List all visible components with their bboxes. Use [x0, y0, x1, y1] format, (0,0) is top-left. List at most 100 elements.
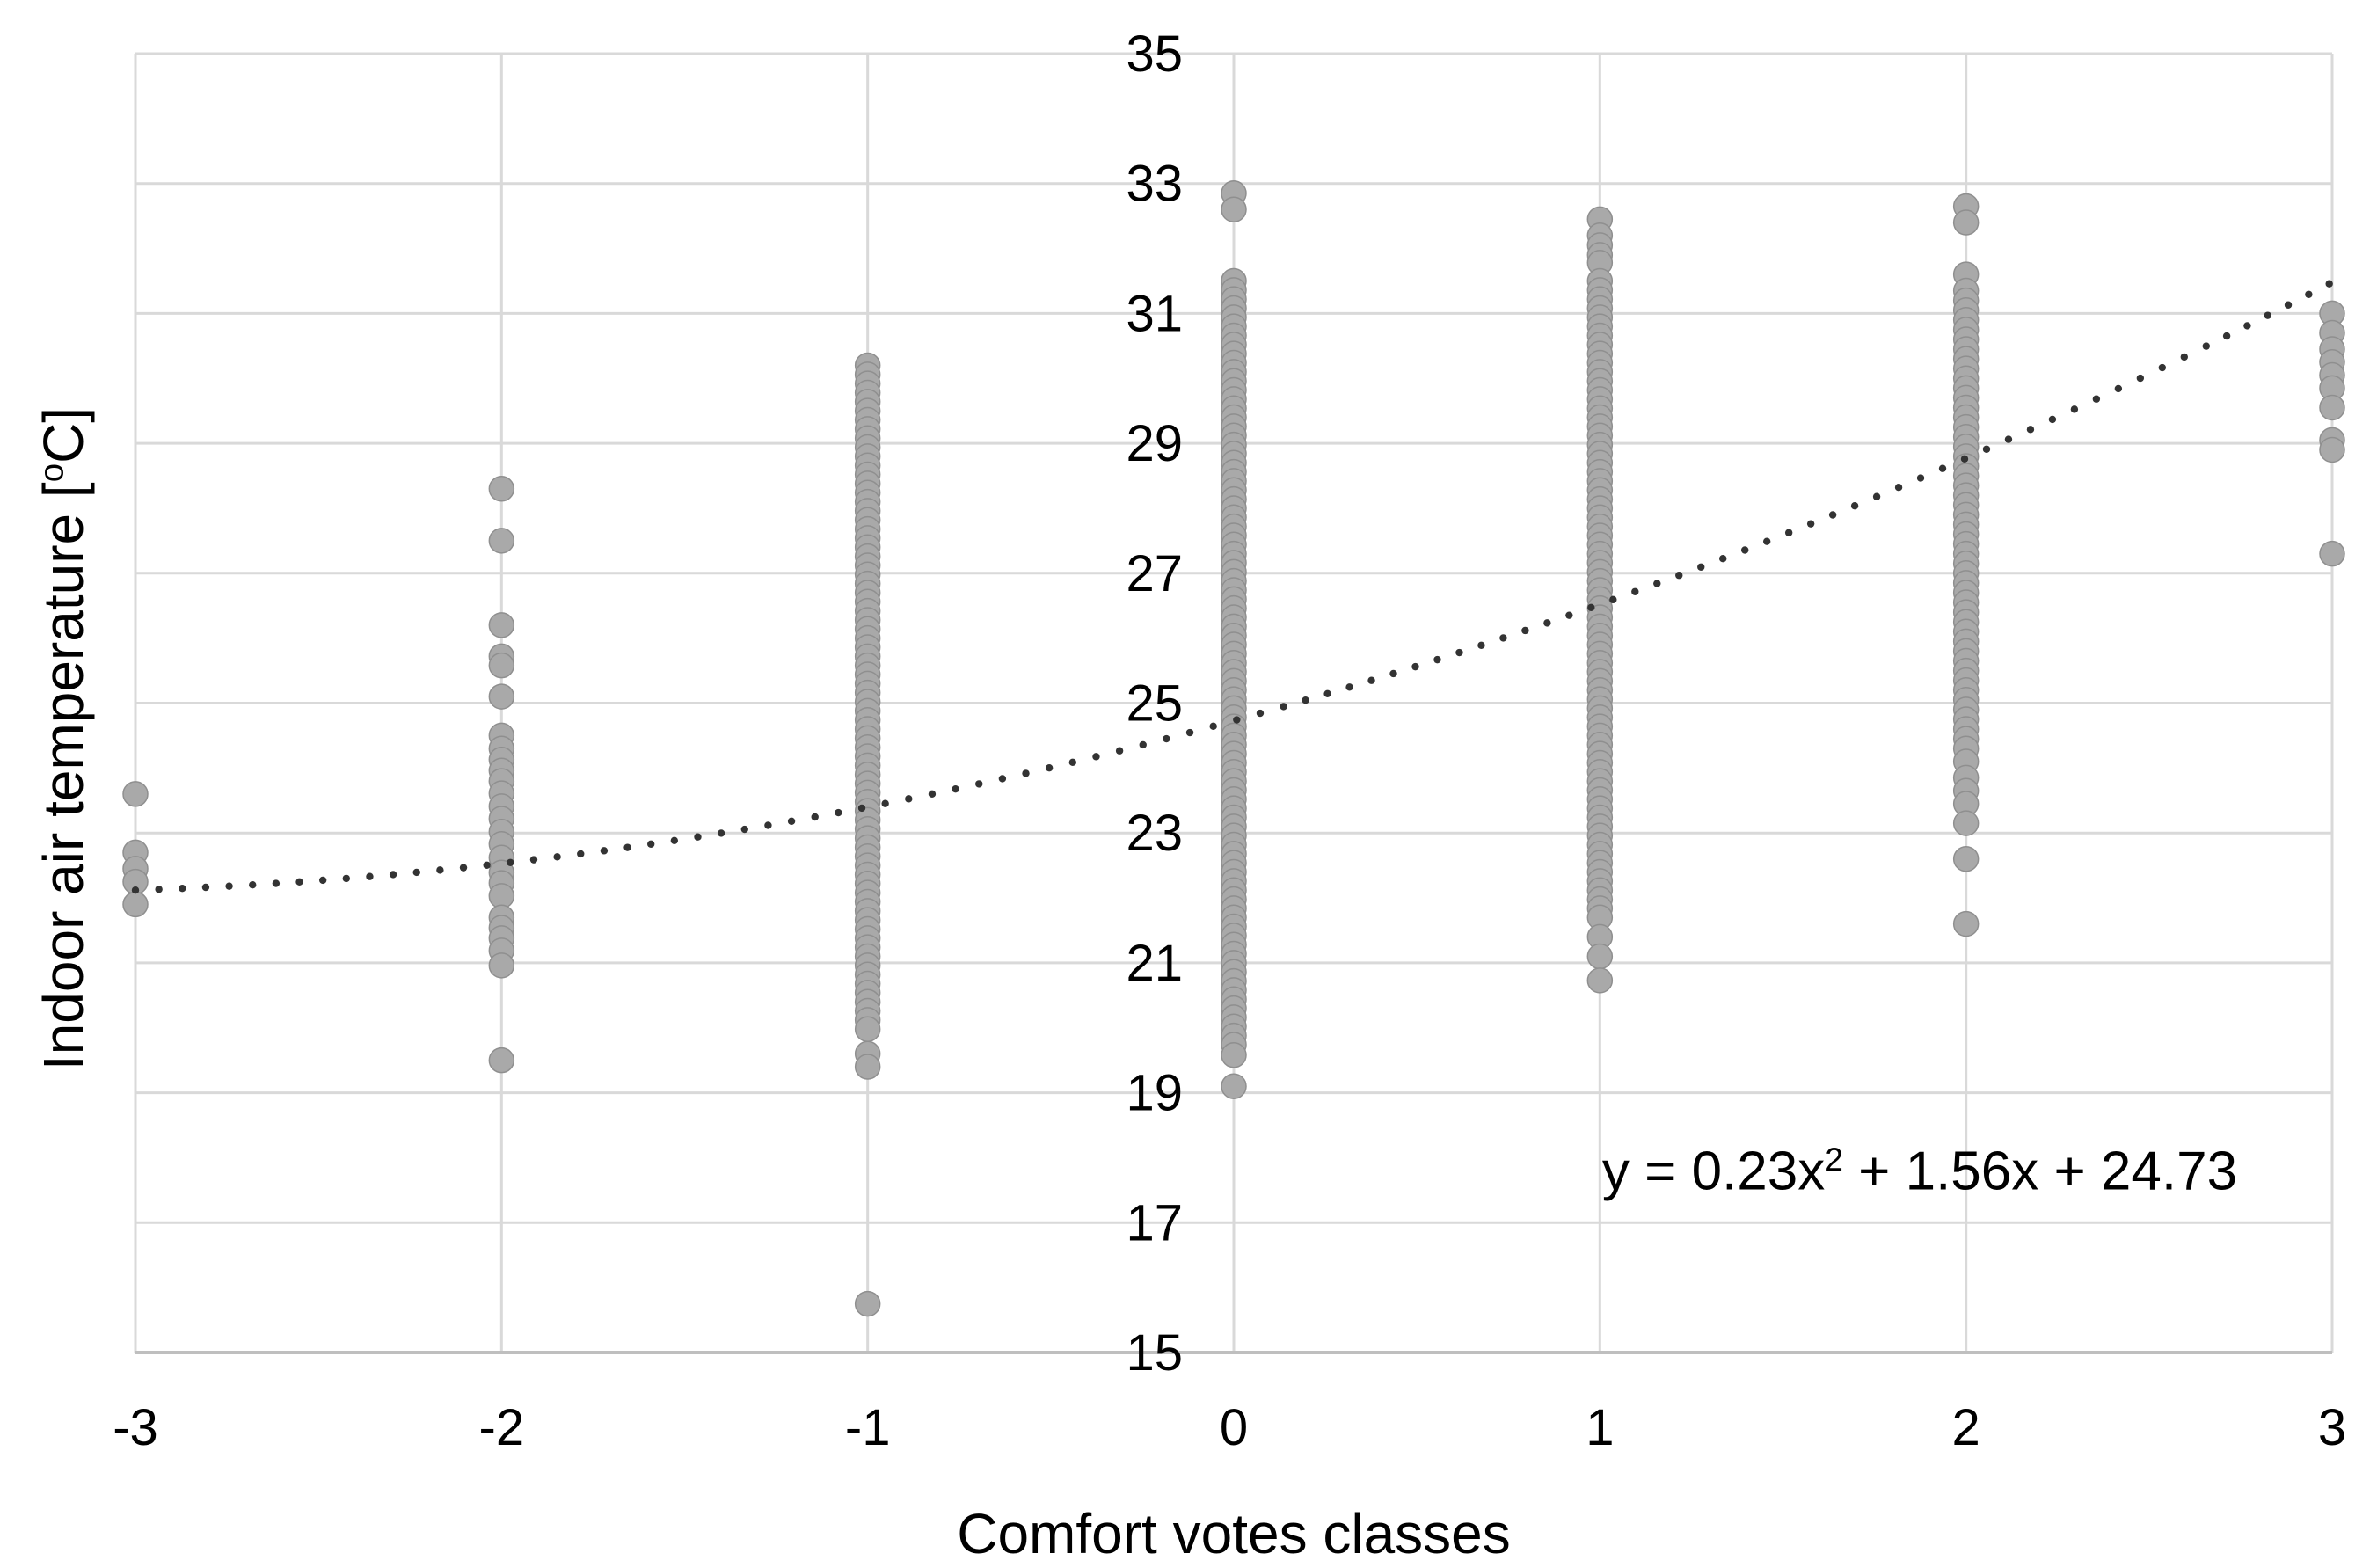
trendline-dot [1256, 709, 1265, 718]
data-point [1586, 967, 1614, 994]
x-tick-label: 1 [1586, 1399, 1614, 1456]
trendline-dot [2114, 384, 2123, 393]
trendline-dot [483, 861, 491, 869]
data-point [1221, 196, 1247, 222]
trendline-dot [155, 886, 163, 893]
trendline-dot [529, 856, 538, 864]
trendline-dot [201, 883, 210, 892]
data-point [2319, 394, 2345, 421]
trendline-dot [1302, 696, 1309, 704]
trendline-dot [412, 868, 420, 877]
trendline-dot [2070, 405, 2079, 413]
trendline-dot [1139, 740, 1147, 749]
trendline-dot [1115, 747, 1124, 755]
x-tick-label: 0 [1220, 1399, 1248, 1456]
y-tick-label: 17 [1126, 1194, 1183, 1251]
data-point [122, 781, 149, 807]
trendline-dot [1741, 546, 1749, 554]
trendline-dot [1477, 641, 1485, 649]
trendline-dot [1762, 537, 1771, 545]
trendline-dot [740, 825, 748, 834]
trendline-dot [342, 874, 351, 883]
trendline-dot [1894, 484, 1903, 492]
trendline-dot [1092, 753, 1100, 761]
y-tick-label: 15 [1126, 1324, 1183, 1382]
trendline-dot [646, 840, 655, 848]
trendline-dot [295, 878, 303, 886]
y-tick-label: 27 [1126, 545, 1183, 602]
data-point [1221, 1042, 1247, 1068]
trendline-dot [2243, 322, 2251, 330]
x-tick-label: -2 [479, 1399, 525, 1456]
y-tick-label: 35 [1126, 26, 1183, 83]
trendline-dot [1499, 634, 1507, 642]
trendline-dot [764, 821, 772, 829]
data-point [2319, 436, 2345, 463]
trendline-dot [1433, 655, 1441, 664]
trendline-dot [1068, 758, 1077, 767]
data-point [1952, 810, 1980, 836]
data-point [854, 1016, 881, 1042]
trendline-dot [2004, 435, 2013, 443]
trendline-dot [179, 885, 186, 893]
trendline-dot [623, 843, 631, 851]
trendline-dot [670, 836, 679, 845]
data-point [1586, 943, 1614, 970]
trendline-dot [1345, 683, 1353, 691]
trendline-equation-text: y = 0.23x [1601, 1141, 1826, 1202]
data-point [488, 476, 515, 502]
data-point [488, 612, 515, 638]
trendline-dot [1367, 676, 1375, 684]
trendline-dot [1982, 445, 1991, 453]
trendline-dot [389, 871, 397, 879]
x-tick-label: 2 [1952, 1399, 1980, 1456]
y-axis-title: Indoor air temperature [oC] [31, 407, 96, 1070]
trendline-dot [1850, 501, 1859, 510]
trendline-dot [1022, 769, 1030, 777]
trendline-dot [1784, 529, 1793, 536]
trendline-equation-tail: + 1.56x + 24.73 [1842, 1141, 2238, 1202]
trendline-dot [2092, 395, 2101, 403]
trendline-dot [787, 817, 796, 826]
trendline-dot [600, 847, 609, 855]
trendline-dot [2026, 426, 2035, 434]
trendline-dot [577, 850, 585, 858]
data-point [122, 891, 149, 918]
trendline-dot [436, 866, 444, 874]
trendline-dot [1389, 669, 1397, 678]
trendline-dot [928, 790, 937, 799]
trendline-dot [1045, 763, 1054, 772]
trendline-dot [1828, 511, 1837, 519]
trendline-dot [249, 880, 257, 889]
trendline-dot [835, 808, 842, 817]
trendline-dot [1675, 572, 1683, 580]
trendline-dot [131, 886, 140, 894]
y-axis-title-text: Indoor air temperature [ [32, 482, 95, 1071]
trendline-dot [1185, 728, 1194, 737]
trendline-dot [1872, 492, 1881, 500]
trendline-dot [1631, 587, 1639, 595]
trendline-equation-exponent: 2 [1825, 1140, 1843, 1178]
x-tick-label: -1 [845, 1399, 891, 1456]
trendline-equation: y = 0.23x2 + 1.56x + 24.73 [1602, 1141, 2237, 1203]
trendline-dot [1521, 626, 1529, 635]
y-tick-label: 19 [1126, 1065, 1183, 1122]
trendline-dot [1587, 603, 1595, 612]
data-point [1221, 1073, 1247, 1099]
y-tick-label: 23 [1126, 805, 1183, 862]
y-tick-label: 29 [1126, 415, 1183, 472]
trendline-dot [225, 882, 233, 890]
trendline-dot [2264, 311, 2271, 319]
trendline-dot [1719, 555, 1727, 563]
data-point [1952, 845, 1980, 872]
data-point [488, 683, 515, 710]
trendline-dot [1806, 520, 1815, 528]
x-axis-title: Comfort votes classes [957, 1502, 1511, 1565]
trendline-dot [1565, 611, 1573, 619]
data-point [854, 1290, 881, 1317]
trendline-dot [2284, 301, 2293, 309]
trendline-dot [1455, 648, 1463, 657]
trendline-dot [694, 833, 702, 841]
trendline-dot [2222, 332, 2231, 340]
